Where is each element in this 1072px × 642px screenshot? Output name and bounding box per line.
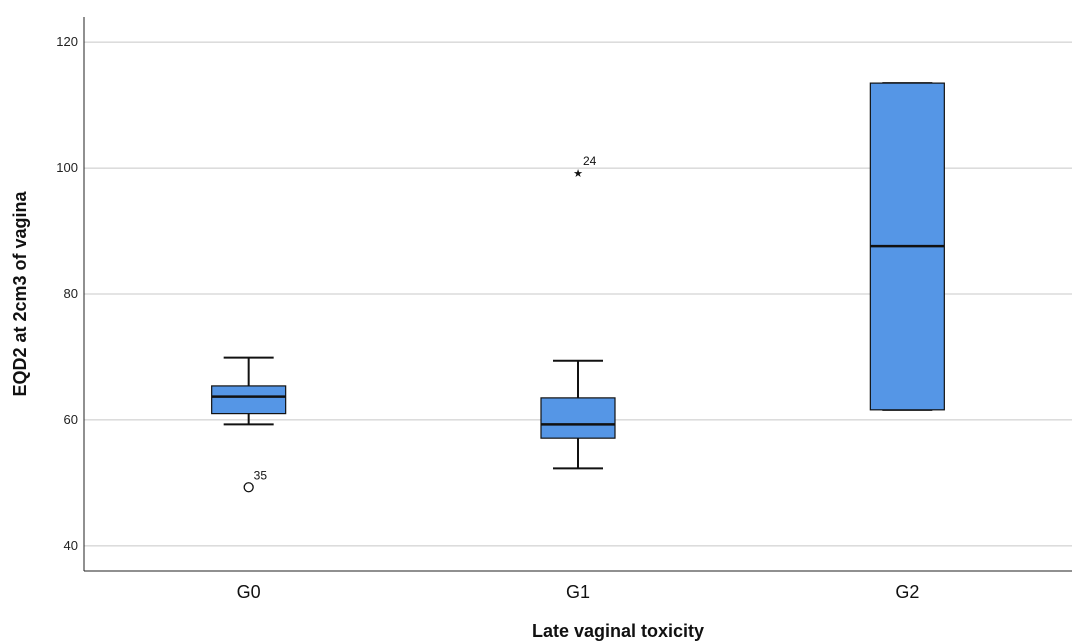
outlier-label: 35: [254, 468, 268, 482]
y-tick-label: 60: [64, 412, 78, 427]
y-tick-label: 120: [56, 34, 78, 49]
box-group-g2: [869, 82, 945, 411]
y-tick-labels: 40 60 80 100 120: [56, 34, 78, 553]
y-tick-label: 80: [64, 286, 78, 301]
y-tick-label: 40: [64, 538, 78, 553]
x-category-label: G1: [566, 582, 590, 602]
box-group-g1: ★24: [540, 154, 616, 470]
x-category-label: G0: [237, 582, 261, 602]
x-category-label: G2: [895, 582, 919, 602]
iqr-box: [540, 397, 616, 439]
outlier-star: ★: [573, 167, 583, 180]
box-series: 35 ★24: [211, 82, 945, 493]
y-axis-title: EQD2 at 2cm3 of vagina: [10, 190, 30, 396]
outlier-circle: [243, 482, 254, 493]
y-tick-label: 100: [56, 160, 78, 175]
x-axis-title: Late vaginal toxicity: [532, 621, 704, 641]
box-group-g0: 35: [211, 356, 287, 493]
x-category-labels: G0 G1 G2: [237, 582, 920, 602]
iqr-box: [211, 385, 287, 415]
outlier-label: 24: [583, 154, 597, 168]
